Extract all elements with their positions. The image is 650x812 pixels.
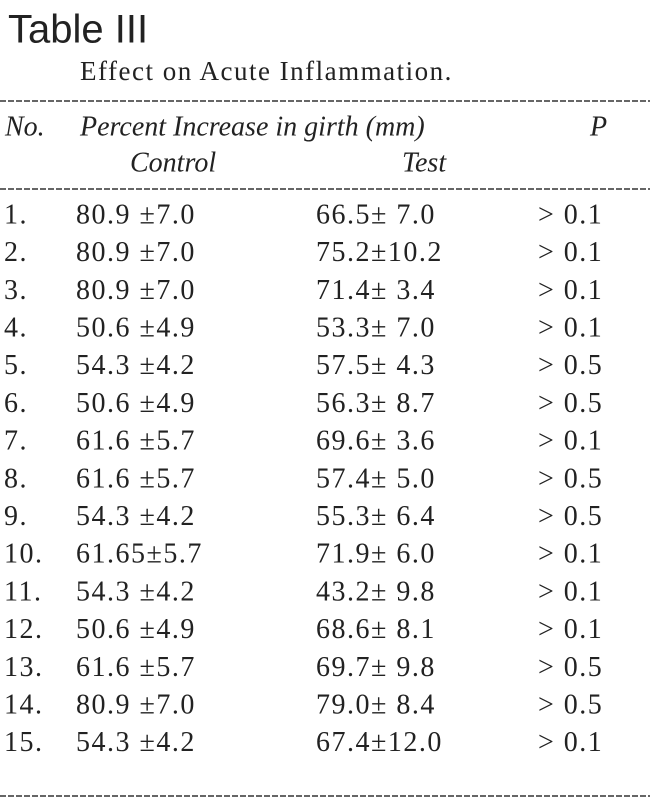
row-number: 2.	[4, 237, 28, 268]
control-value: 80.9 ±7.0	[76, 275, 196, 306]
p-value: > 0.5	[538, 652, 603, 683]
test-value: 57.4± 5.0	[316, 463, 436, 494]
test-value: 66.5± 7.0	[316, 199, 436, 230]
subtitle: Effect on Acute Inflammation.	[80, 56, 453, 86]
test-value: 53.3± 7.0	[316, 313, 436, 344]
test-value: 43.2± 9.8	[316, 576, 436, 607]
p-value: > 0.1	[538, 727, 603, 758]
p-value: > 0.5	[538, 463, 603, 494]
test-value: 71.4± 3.4	[316, 275, 436, 306]
row-number: 14.	[4, 690, 44, 721]
p-value: > 0.1	[538, 426, 603, 457]
p-value: > 0.5	[538, 690, 603, 721]
control-value: 50.6 ±4.9	[76, 614, 196, 645]
p-value: > 0.5	[538, 501, 603, 532]
control-value: 54.3 ±4.2	[76, 727, 196, 758]
p-value: > 0.1	[538, 199, 603, 230]
test-value: 71.9± 6.0	[316, 539, 436, 570]
p-value: > 0.1	[538, 576, 603, 607]
test-value: 69.6± 3.6	[316, 426, 436, 457]
row-number: 3.	[4, 275, 28, 306]
test-value: 56.3± 8.7	[316, 388, 436, 419]
row-number: 8.	[4, 463, 28, 494]
control-value: 61.6 ±5.7	[76, 652, 196, 683]
column-header: No.	[4, 111, 45, 142]
row-number: 13.	[4, 652, 44, 683]
column-header: Percent Increase in girth (mm)	[79, 111, 425, 142]
row-number: 1.	[4, 199, 28, 230]
test-value: 57.5± 4.3	[316, 350, 436, 381]
row-number: 5.	[4, 350, 28, 381]
control-value: 54.3 ±4.2	[76, 350, 196, 381]
p-value: > 0.1	[538, 539, 603, 570]
row-number: 12.	[4, 614, 44, 645]
control-value: 80.9 ±7.0	[76, 199, 196, 230]
test-value: 75.2±10.2	[316, 237, 443, 268]
control-value: 80.9 ±7.0	[76, 237, 196, 268]
column-header: P	[589, 111, 607, 142]
row-number: 10.	[4, 539, 44, 570]
test-value: 67.4±12.0	[316, 727, 443, 758]
table-body: 1. 80.9 ±7.0 66.5± 7.0 > 0.1 2. 80.9 ±7.0 75.2…	[4, 199, 603, 758]
subcolumn-header: Test	[402, 147, 447, 178]
row-number: 9.	[4, 501, 28, 532]
row-number: 15.	[4, 727, 44, 758]
test-value: 69.7± 9.8	[316, 652, 436, 683]
control-value: 61.65±5.7	[76, 539, 203, 570]
row-number: 11.	[4, 576, 42, 607]
p-value: > 0.5	[538, 388, 603, 419]
p-value: > 0.1	[538, 313, 603, 344]
title: Table III	[8, 8, 148, 52]
test-value: 55.3± 6.4	[316, 501, 436, 532]
row-number: 6.	[4, 388, 28, 419]
p-value: > 0.1	[538, 275, 603, 306]
subcolumn-header: Control	[130, 147, 216, 178]
row-number: 7.	[4, 426, 28, 457]
p-value: > 0.5	[538, 350, 603, 381]
control-value: 61.6 ±5.7	[76, 463, 196, 494]
control-value: 61.6 ±5.7	[76, 426, 196, 457]
row-number: 4.	[4, 313, 28, 344]
control-value: 50.6 ±4.9	[76, 388, 196, 419]
control-value: 54.3 ±4.2	[76, 576, 196, 607]
test-value: 68.6± 8.1	[316, 614, 436, 645]
test-value: 79.0± 8.4	[316, 690, 436, 721]
control-value: 50.6 ±4.9	[76, 313, 196, 344]
p-value: > 0.1	[538, 614, 603, 645]
p-value: > 0.1	[538, 237, 603, 268]
control-value: 54.3 ±4.2	[76, 501, 196, 532]
control-value: 80.9 ±7.0	[76, 690, 196, 721]
